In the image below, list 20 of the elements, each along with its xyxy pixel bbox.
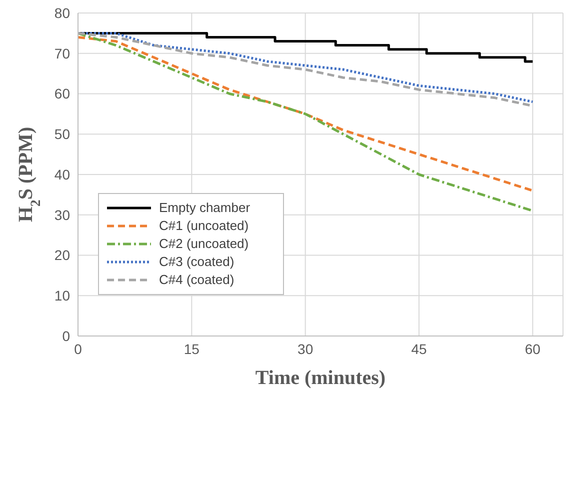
- legend-label: C#1 (uncoated): [159, 218, 250, 234]
- x-axis-title: Time (minutes): [255, 367, 386, 389]
- x-tick-label: 15: [184, 340, 200, 357]
- legend-label: Empty chamber: [159, 200, 252, 216]
- x-tick-label: 30: [298, 340, 314, 357]
- legend-label: C#3 (coated): [159, 254, 236, 270]
- y-tick-label: 30: [54, 206, 70, 223]
- y-tick-label: 20: [54, 247, 70, 264]
- y-tick-label: 60: [54, 86, 70, 102]
- y-tick-label: 50: [54, 126, 70, 142]
- y-tick-label: 0: [62, 328, 70, 344]
- x-tick-label: 45: [411, 340, 428, 357]
- y-tick-label: 40: [54, 166, 70, 182]
- x-tick-label: 60: [524, 340, 541, 357]
- legend-label: C#2 (uncoated): [159, 236, 250, 252]
- x-tick-label: 0: [74, 340, 82, 357]
- y-tick-label: 70: [54, 45, 70, 62]
- legend-label: C#4 (coated): [159, 272, 236, 288]
- y-tick-label: 80: [54, 4, 70, 21]
- y-tick-label: 10: [54, 288, 70, 304]
